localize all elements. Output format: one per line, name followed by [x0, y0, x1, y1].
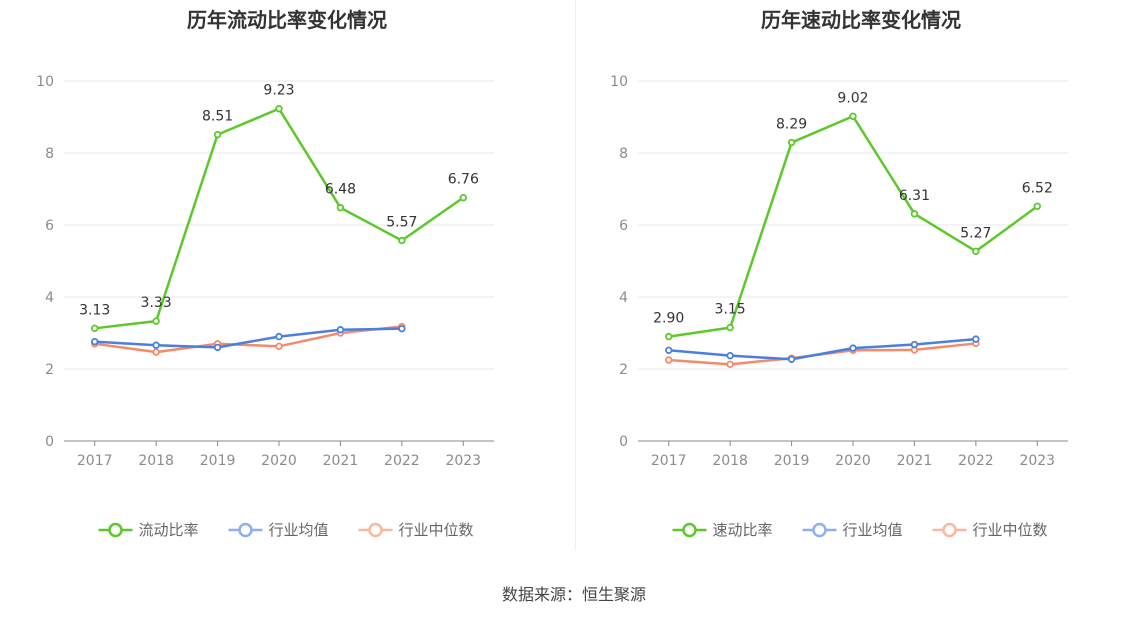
- data-point: [152, 348, 160, 356]
- legend-label: 流动比率: [139, 521, 199, 539]
- data-point: [213, 343, 222, 352]
- data-label: 5.27: [960, 225, 991, 241]
- x-tick-label: 2021: [323, 453, 359, 469]
- data-point: [665, 332, 673, 341]
- data-label: 3.13: [79, 302, 110, 318]
- y-tick-label: 10: [610, 74, 628, 90]
- data-label: 6.76: [448, 172, 479, 188]
- data-label: 9.23: [263, 83, 294, 99]
- y-tick-label: 0: [619, 434, 628, 450]
- data-point: [152, 317, 160, 325]
- panel-divider: [575, 0, 576, 550]
- x-tick-label: 2020: [835, 453, 871, 469]
- line-chart-current-ratio: 0 2 4 6 8 10 2017 2018 2019 2020 2021 2022 2023 3.13 3…: [36, 74, 494, 539]
- data-point: [726, 323, 734, 332]
- data-label: 6.31: [899, 188, 930, 204]
- x-tick-label: 2023: [445, 453, 481, 469]
- data-label: 9.02: [837, 90, 868, 106]
- x-tick-label: 2019: [200, 453, 236, 469]
- legend-label: 行业中位数: [399, 521, 474, 539]
- data-point: [726, 360, 734, 369]
- y-tick-label: 2: [619, 362, 628, 378]
- legend-marker: [942, 522, 957, 538]
- data-point: [398, 324, 406, 333]
- data-point: [787, 138, 796, 147]
- data-point: [910, 210, 919, 218]
- y-tick-label: 6: [619, 218, 628, 234]
- data-point: [91, 324, 99, 333]
- y-tick-label: 2: [45, 362, 54, 378]
- x-tick-label: 2018: [712, 453, 748, 469]
- data-point: [665, 356, 673, 364]
- x-tick-label: 2018: [138, 453, 174, 469]
- data-point: [398, 236, 406, 245]
- data-point: [91, 337, 99, 346]
- data-label: 3.33: [141, 295, 172, 311]
- x-tick-label: 2020: [261, 453, 297, 469]
- series-line: [94, 327, 402, 349]
- legend-marker: [238, 522, 253, 538]
- data-label: 6.52: [1022, 180, 1053, 196]
- data-label: 5.57: [386, 214, 417, 230]
- chart-panel-quick-ratio: 历年速动比率变化情况 0 2 4 6 8 10 2017 2018 2019 2020 2021 20…: [574, 0, 1148, 560]
- chart-title: 历年速动比率变化情况: [761, 8, 961, 32]
- x-tick-label: 2023: [1019, 453, 1055, 469]
- data-point: [972, 335, 980, 343]
- legend-label: 行业中位数: [973, 521, 1048, 539]
- data-point: [336, 326, 345, 334]
- legend-label: 速动比率: [713, 521, 773, 539]
- data-point: [787, 355, 796, 363]
- data-label: 6.48: [325, 182, 356, 198]
- legend-label: 行业均值: [843, 521, 903, 539]
- y-tick-label: 0: [45, 434, 54, 450]
- x-tick-label: 2019: [774, 453, 810, 469]
- data-label: 2.90: [653, 311, 684, 327]
- y-tick-label: 4: [45, 290, 54, 306]
- data-point: [459, 193, 467, 202]
- data-point: [849, 112, 857, 120]
- legend-marker: [812, 522, 827, 538]
- data-point: [275, 342, 283, 351]
- chart-title: 历年流动比率变化情况: [187, 8, 387, 32]
- data-point: [152, 341, 160, 349]
- chart-panel-current-ratio: 历年流动比率变化情况 0 2 4 6 8 10 2017 2018 2019 2020 2021 20…: [0, 0, 574, 560]
- data-point: [665, 346, 673, 354]
- legend-item[interactable]: 行业中位数: [932, 521, 1048, 539]
- series-line: [668, 337, 976, 361]
- y-tick-label: 10: [36, 74, 54, 90]
- x-tick-label: 2021: [897, 453, 933, 469]
- line-chart-quick-ratio: 0 2 4 6 8 10 2017 2018 2019 2020 2021 2022 2023 2.90 3…: [610, 74, 1068, 539]
- data-point: [336, 204, 345, 212]
- data-label: 8.29: [776, 117, 807, 133]
- legend-marker: [368, 522, 383, 538]
- series-line: [94, 325, 402, 354]
- data-point: [213, 130, 222, 139]
- data-point: [849, 344, 857, 352]
- data-point: [275, 332, 283, 341]
- data-point: [910, 340, 919, 349]
- data-label: 8.51: [202, 109, 233, 125]
- legend-marker: [682, 522, 697, 538]
- y-tick-label: 8: [45, 146, 54, 162]
- x-tick-label: 2022: [958, 453, 994, 469]
- data-point: [1033, 202, 1041, 210]
- y-tick-label: 6: [45, 218, 54, 234]
- x-tick-label: 2017: [651, 453, 687, 469]
- legend-item[interactable]: 行业均值: [802, 521, 903, 539]
- y-tick-label: 8: [619, 146, 628, 162]
- data-point: [275, 105, 283, 113]
- data-point: [972, 247, 980, 255]
- legend-label: 行业均值: [269, 521, 329, 539]
- legend-item[interactable]: 行业均值: [228, 521, 329, 539]
- y-tick-label: 4: [619, 290, 628, 306]
- data-label: 3.15: [715, 302, 746, 318]
- x-tick-label: 2022: [384, 453, 420, 469]
- legend-marker: [108, 522, 123, 538]
- data-point: [726, 351, 734, 360]
- legend-item[interactable]: 流动比率: [98, 521, 199, 539]
- legend-item[interactable]: 行业中位数: [358, 521, 474, 539]
- x-tick-label: 2017: [77, 453, 113, 469]
- legend-item[interactable]: 速动比率: [672, 521, 773, 539]
- data-source-note: 数据来源：恒生聚源: [501, 585, 646, 604]
